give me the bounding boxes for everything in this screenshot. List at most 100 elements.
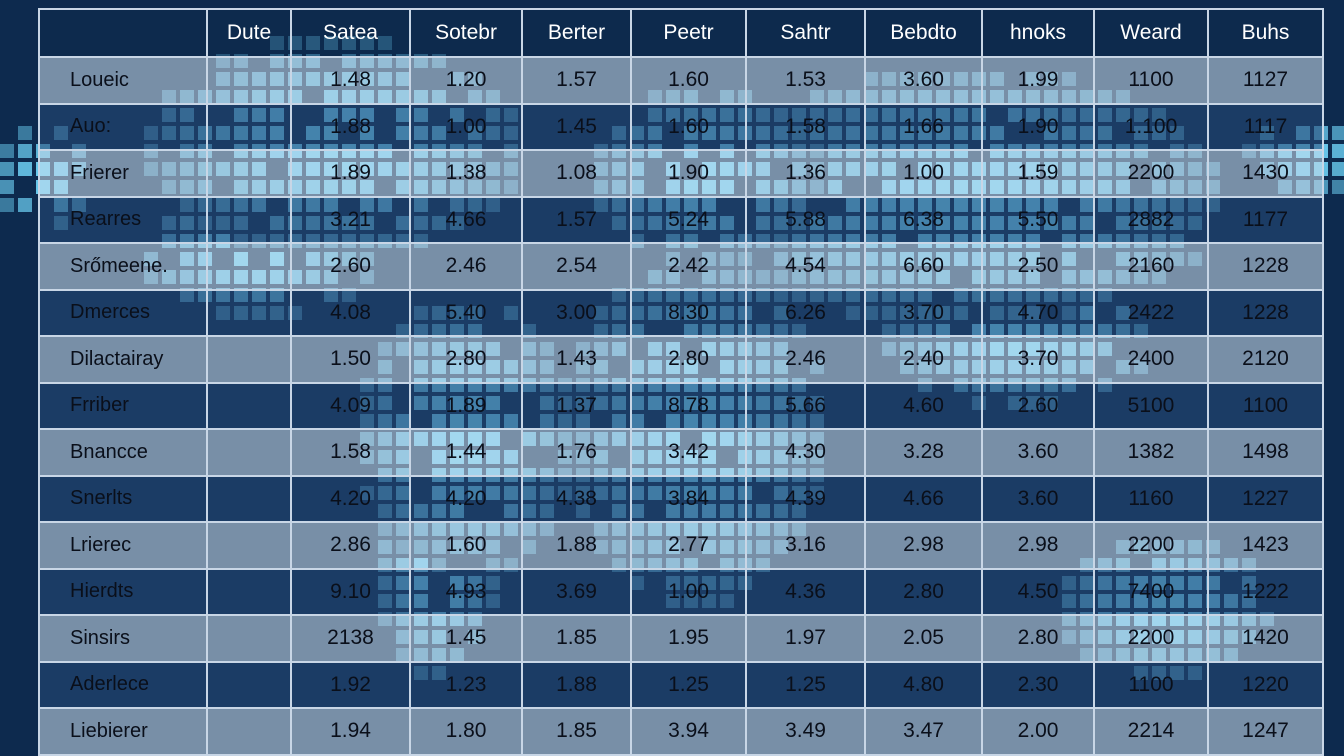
map-pixel (18, 126, 32, 140)
table-cell: 1.66 (864, 102, 983, 151)
table-row: Frriber 4.09 1.89 1.37 8.78 5.66 4.60 2.60 5100 1… (38, 381, 1324, 430)
row-label: Loueic (38, 56, 208, 105)
table-cell: 2200 (1093, 521, 1209, 570)
table-cell (206, 707, 292, 756)
table-cell: 1.20 (409, 56, 523, 105)
table-cell: 1228 (1207, 288, 1324, 337)
table-cell: 2120 (1207, 335, 1324, 384)
table-cell: 4.39 (745, 474, 866, 523)
table-cell: 2200 (1093, 149, 1209, 198)
table-row: Sinsirs 2138 1.45 1.85 1.95 1.97 2.05 2.80 2200 1… (38, 614, 1324, 663)
table-cell (206, 521, 292, 570)
table-cell: 2.46 (409, 242, 523, 291)
table-cell: 2.40 (864, 335, 983, 384)
table-cell: 1.88 (521, 521, 632, 570)
row-label: Auo: (38, 102, 208, 151)
table-cell: 2214 (1093, 707, 1209, 756)
table-cell (206, 660, 292, 709)
table-cell: 3.60 (981, 428, 1095, 477)
table-row: Aderlece 1.92 1.23 1.88 1.25 1.25 4.80 2.30 1100… (38, 660, 1324, 709)
table-cell (206, 149, 292, 198)
table-cell: 1498 (1207, 428, 1324, 477)
table-cell: 3.00 (521, 288, 632, 337)
column-header: Berter (521, 8, 632, 58)
table-cell: 3.16 (745, 521, 866, 570)
map-pixel (0, 180, 14, 194)
table-cell: 2.30 (981, 660, 1095, 709)
table-cell: 1100 (1093, 660, 1209, 709)
table-cell: 5.24 (630, 195, 747, 244)
table-cell: 1.100 (1093, 102, 1209, 151)
table-cell: 2.46 (745, 335, 866, 384)
row-label: Hierdts (38, 567, 208, 616)
map-pixel (0, 162, 14, 176)
table-cell: 4.60 (864, 381, 983, 430)
table-cell: 1.57 (521, 195, 632, 244)
row-label: Snerlts (38, 474, 208, 523)
table-cell: 1220 (1207, 660, 1324, 709)
column-header: Sotebr (409, 8, 523, 58)
row-label: Bnancce (38, 428, 208, 477)
table-cell: 4.50 (981, 567, 1095, 616)
map-pixel (1332, 126, 1344, 140)
map-pixel (18, 162, 32, 176)
header-row: Dute Satea Sotebr Berter Peetr Sahtr Bebdto hno… (38, 8, 1324, 58)
table-cell: 5100 (1093, 381, 1209, 430)
table-cell: 1.25 (745, 660, 866, 709)
table-cell (206, 102, 292, 151)
table-cell: 2138 (290, 614, 411, 663)
column-header: Satea (290, 8, 411, 58)
column-header (38, 8, 208, 58)
table-cell: 2.77 (630, 521, 747, 570)
table-cell: 1.92 (290, 660, 411, 709)
table-row: Bnancce 1.58 1.44 1.76 3.42 4.30 3.28 3.60 1382 1… (38, 428, 1324, 477)
table-cell: 4.54 (745, 242, 866, 291)
table-row: Dilactairay 1.50 2.80 1.43 2.80 2.46 2.40 3.70 2… (38, 335, 1324, 384)
table-cell: 6.26 (745, 288, 866, 337)
table-cell: 1.85 (521, 707, 632, 756)
table-cell: 3.60 (864, 56, 983, 105)
table-cell (206, 288, 292, 337)
table-cell: 1.08 (521, 149, 632, 198)
row-label: Dmerces (38, 288, 208, 337)
row-label: Liebierer (38, 707, 208, 756)
table-row: Frierer 1.89 1.38 1.08 1.90 1.36 1.00 1.59 2200 1… (38, 149, 1324, 198)
table-cell (206, 242, 292, 291)
table-cell (206, 381, 292, 430)
table-cell: 1228 (1207, 242, 1324, 291)
table-cell: 1.57 (521, 56, 632, 105)
table-cell: 1.60 (630, 56, 747, 105)
table-cell: 1177 (1207, 195, 1324, 244)
table-cell: 3.47 (864, 707, 983, 756)
table-cell: 4.30 (745, 428, 866, 477)
table-cell: 1.00 (630, 567, 747, 616)
column-header: Bebdto (864, 8, 983, 58)
table-cell (206, 428, 292, 477)
table-cell: 4.20 (409, 474, 523, 523)
table-cell: 1.53 (745, 56, 866, 105)
table-row: Loueic 1.48 1.20 1.57 1.60 1.53 3.60 1.99 1100 11… (38, 56, 1324, 105)
table-cell: 3.49 (745, 707, 866, 756)
table-cell: 3.70 (864, 288, 983, 337)
table-cell (206, 195, 292, 244)
table-cell: 1.23 (409, 660, 523, 709)
row-label: Rearres (38, 195, 208, 244)
table-cell: 5.50 (981, 195, 1095, 244)
table-cell: 4.70 (981, 288, 1095, 337)
table-cell: 4.66 (409, 195, 523, 244)
column-header: Dute (206, 8, 292, 58)
table-cell (206, 474, 292, 523)
table-cell: 1.59 (981, 149, 1095, 198)
table-cell: 4.93 (409, 567, 523, 616)
row-label: Srőmeene. (38, 242, 208, 291)
row-label: Frierer (38, 149, 208, 198)
table-cell: 1.38 (409, 149, 523, 198)
map-pixel (1332, 162, 1344, 176)
table-cell: 2.00 (981, 707, 1095, 756)
table-cell: 8.78 (630, 381, 747, 430)
table-cell: 5.88 (745, 195, 866, 244)
table-cell: 1.60 (630, 102, 747, 151)
table-cell: 2.98 (864, 521, 983, 570)
table-cell: 3.28 (864, 428, 983, 477)
table-cell: 2.50 (981, 242, 1095, 291)
